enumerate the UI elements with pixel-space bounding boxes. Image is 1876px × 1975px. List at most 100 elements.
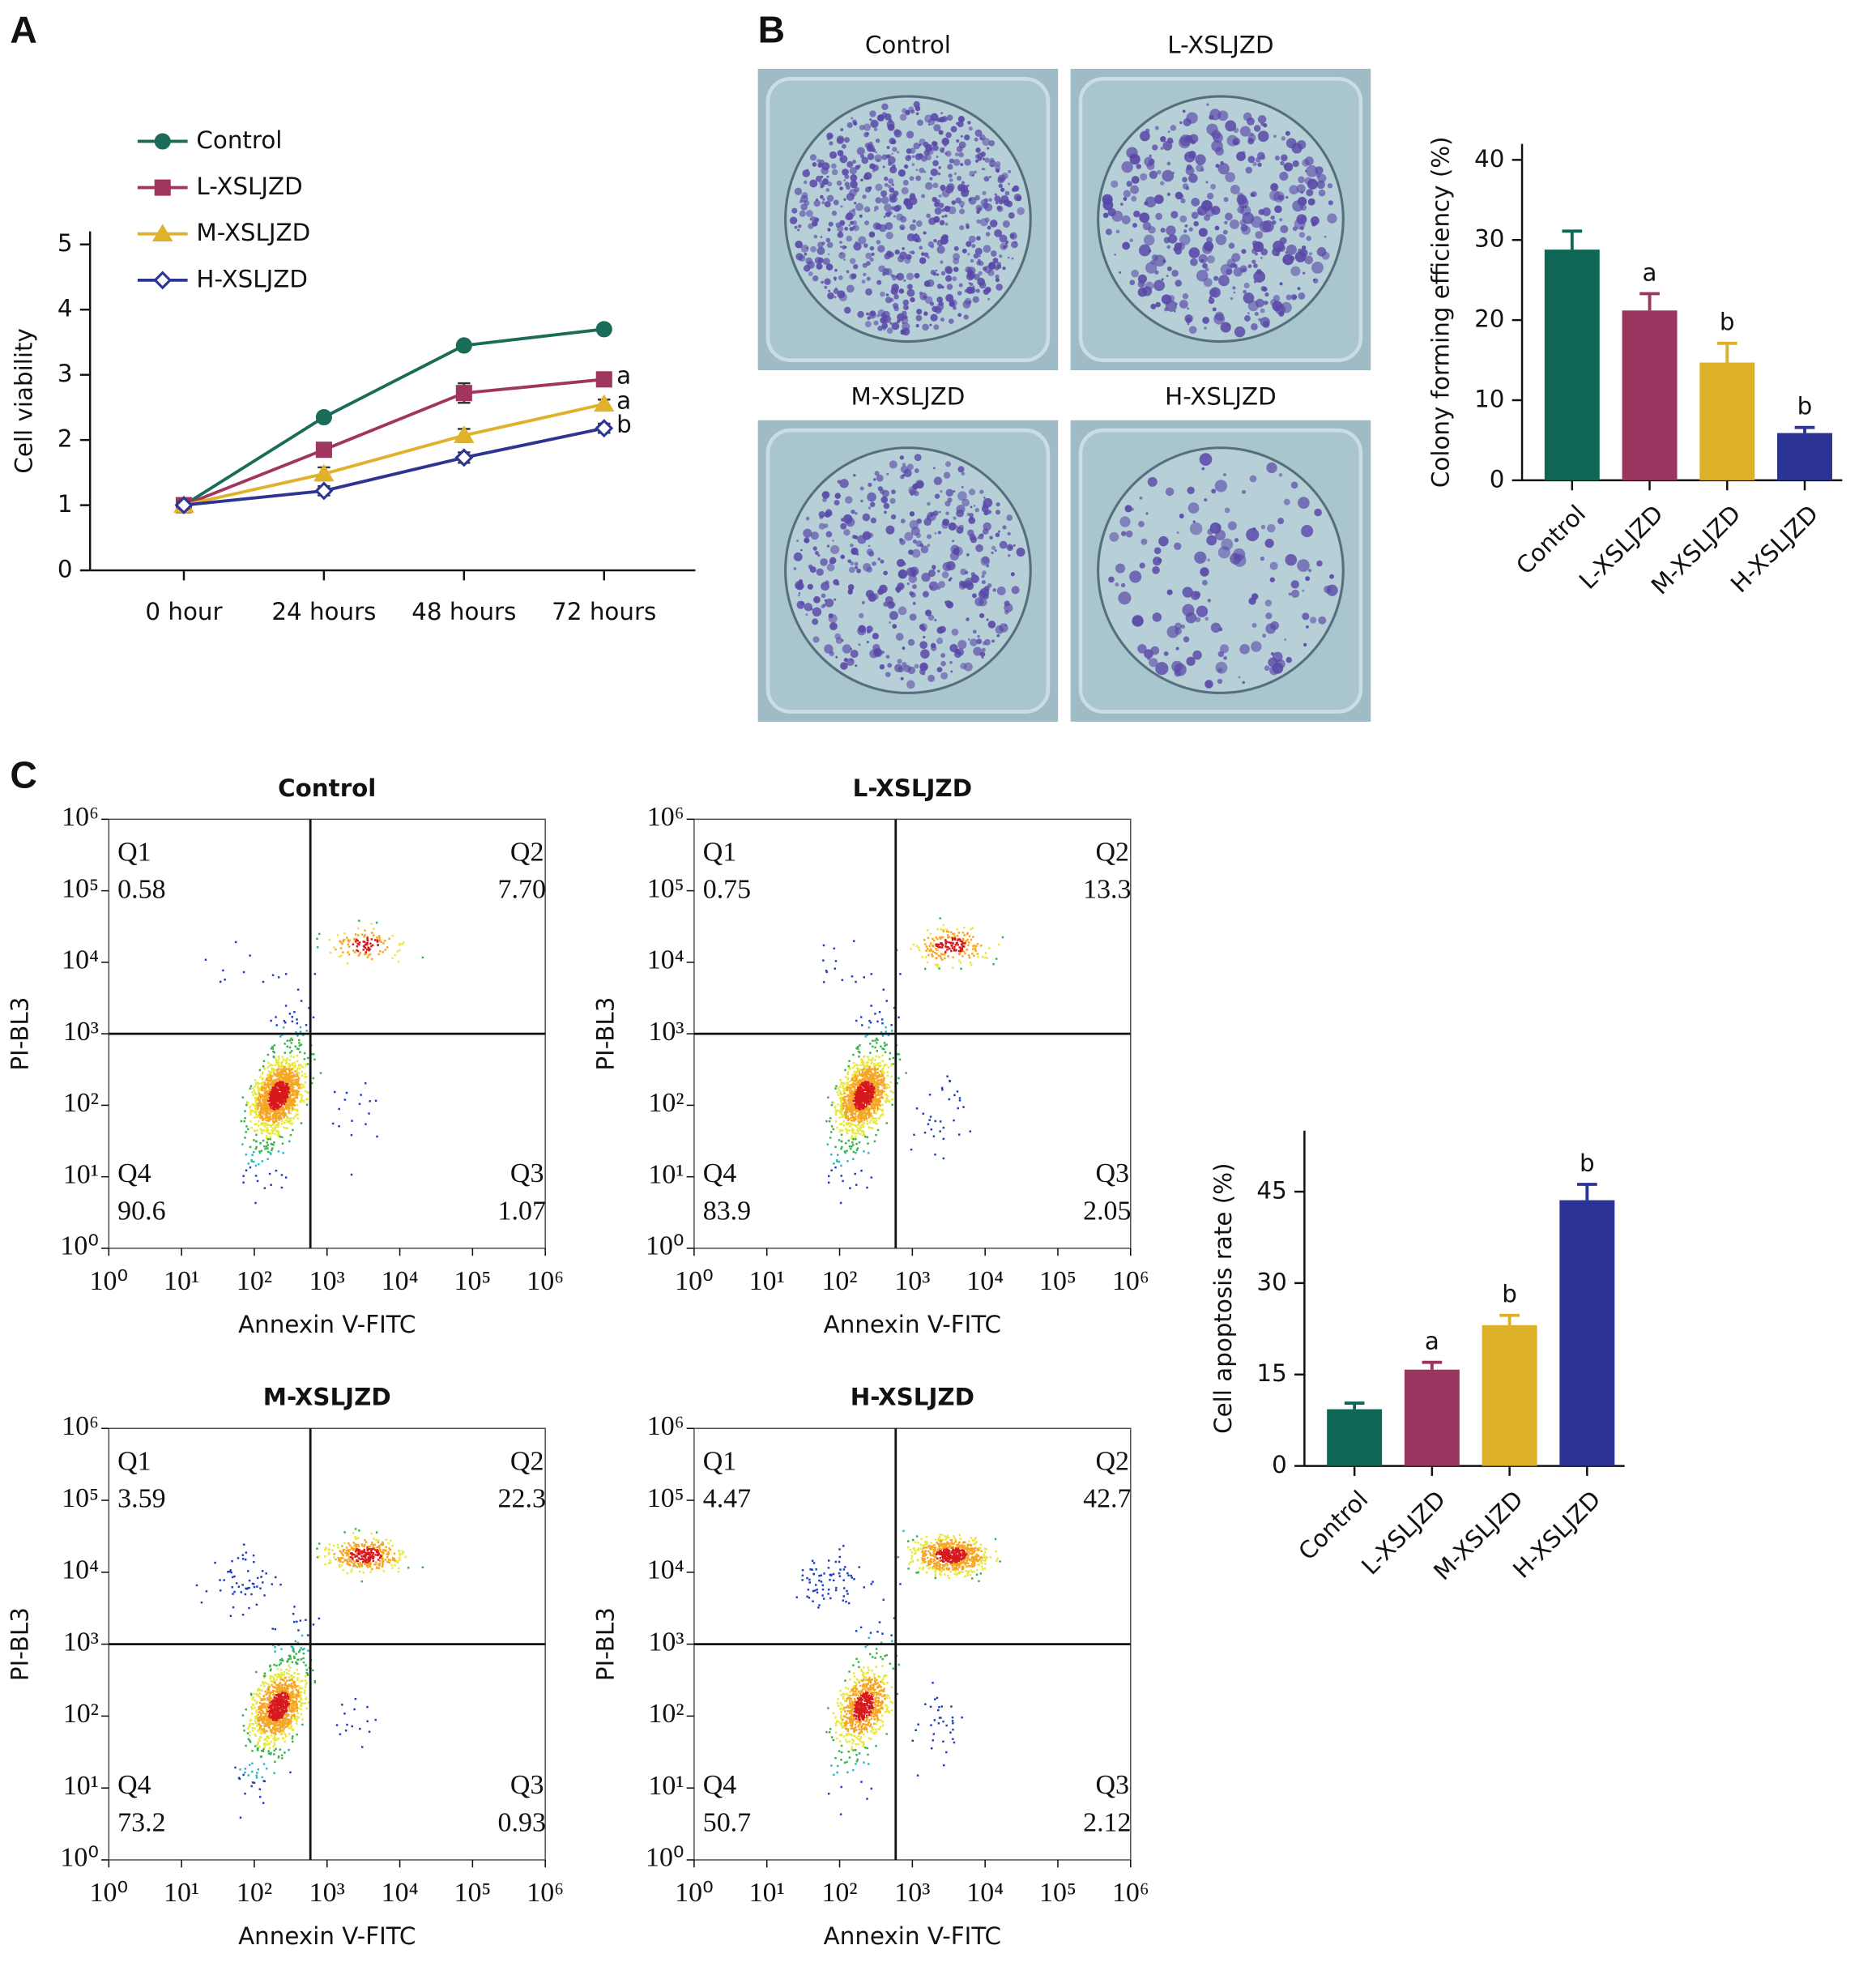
colony [951, 200, 957, 205]
event [265, 1098, 268, 1101]
event [932, 955, 934, 958]
event [881, 1097, 884, 1099]
event [370, 923, 373, 925]
event [287, 1086, 290, 1089]
event [862, 1130, 864, 1133]
legend-marker [154, 133, 171, 150]
colony [839, 220, 846, 226]
event [942, 1137, 945, 1141]
event [269, 1076, 271, 1078]
event [300, 1097, 303, 1100]
event [854, 1105, 857, 1107]
event [843, 1099, 846, 1102]
event [262, 1139, 265, 1142]
event [855, 1137, 857, 1141]
event [277, 1082, 280, 1085]
event [343, 932, 346, 935]
colony [1011, 257, 1014, 260]
event [286, 1107, 289, 1109]
event [851, 1137, 853, 1140]
event [846, 1082, 848, 1085]
event [834, 1120, 838, 1123]
colony [1187, 322, 1190, 326]
event [863, 1133, 866, 1137]
event [269, 1098, 271, 1101]
event [362, 949, 365, 951]
colony [983, 176, 990, 182]
colony [1111, 210, 1123, 222]
event [872, 1093, 874, 1096]
event [966, 933, 969, 936]
event [857, 1090, 859, 1092]
event [289, 1094, 292, 1097]
event [270, 1103, 272, 1107]
event [267, 1099, 270, 1103]
event [296, 1108, 299, 1111]
significance-label: a [616, 386, 631, 414]
colony [893, 215, 896, 218]
event [292, 1064, 295, 1068]
event [259, 1107, 262, 1110]
event [830, 1153, 833, 1156]
colony [976, 219, 981, 224]
event [928, 1094, 932, 1096]
event [397, 961, 400, 963]
event [846, 1132, 849, 1135]
event [290, 1037, 292, 1040]
event [304, 1090, 307, 1093]
colony [911, 584, 918, 590]
colony [936, 638, 944, 645]
event [876, 1020, 879, 1023]
colony [1179, 215, 1187, 223]
colony [899, 455, 905, 460]
colony [838, 275, 843, 280]
event [275, 1109, 279, 1112]
colony [948, 578, 952, 582]
colony [922, 323, 929, 331]
colony [892, 624, 897, 629]
event [995, 958, 998, 960]
event [279, 1070, 283, 1073]
event [855, 1074, 857, 1077]
event [869, 1059, 872, 1062]
colony [932, 510, 939, 516]
colony [1279, 218, 1283, 222]
event [943, 953, 946, 956]
event [949, 941, 953, 945]
colony [940, 317, 945, 322]
event [296, 1018, 298, 1021]
event [261, 1099, 264, 1102]
colony [868, 532, 874, 538]
event [277, 1085, 280, 1087]
colony [1166, 245, 1171, 250]
event [283, 1110, 285, 1113]
event [279, 1081, 281, 1083]
event [942, 930, 945, 932]
event [868, 1103, 871, 1106]
colony [861, 156, 869, 164]
event [284, 1062, 288, 1065]
event [249, 1113, 252, 1116]
event [885, 1099, 889, 1102]
colony [1306, 189, 1314, 197]
y-tick-label: 10¹ [63, 1159, 99, 1189]
colony [1195, 154, 1206, 165]
event [879, 1070, 882, 1073]
colony [909, 192, 916, 198]
colony [896, 151, 900, 154]
event [877, 1086, 880, 1089]
event [840, 1111, 843, 1115]
event [246, 1102, 249, 1104]
event [881, 1103, 884, 1107]
colony [1001, 173, 1008, 180]
colony [1274, 205, 1282, 214]
colony [907, 638, 915, 646]
event [262, 1129, 266, 1132]
event [266, 1103, 268, 1107]
marker [454, 448, 474, 467]
colony [1305, 576, 1311, 582]
colony [902, 646, 906, 651]
event [305, 1024, 308, 1026]
event [261, 1160, 264, 1162]
event [940, 953, 943, 955]
